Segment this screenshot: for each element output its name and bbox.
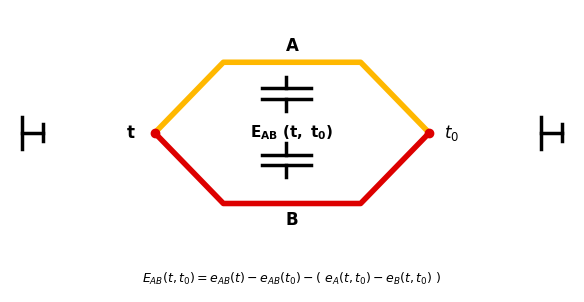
Text: t: t	[126, 124, 134, 142]
Text: A: A	[286, 37, 298, 55]
Text: $t_0$: $t_0$	[444, 123, 459, 143]
Text: $\mathregular{E_{AB}\ (t,\ t_0)}$: $\mathregular{E_{AB}\ (t,\ t_0)}$	[251, 124, 333, 142]
Text: $E_{AB}(t,t_0) = e_{AB}(t) - e_{AB}(t_0) - (\ e_A(t,t_0) - e_B(t,t_0)\ )$: $E_{AB}(t,t_0) = e_{AB}(t) - e_{AB}(t_0)…	[142, 271, 442, 288]
Text: B: B	[286, 211, 298, 229]
